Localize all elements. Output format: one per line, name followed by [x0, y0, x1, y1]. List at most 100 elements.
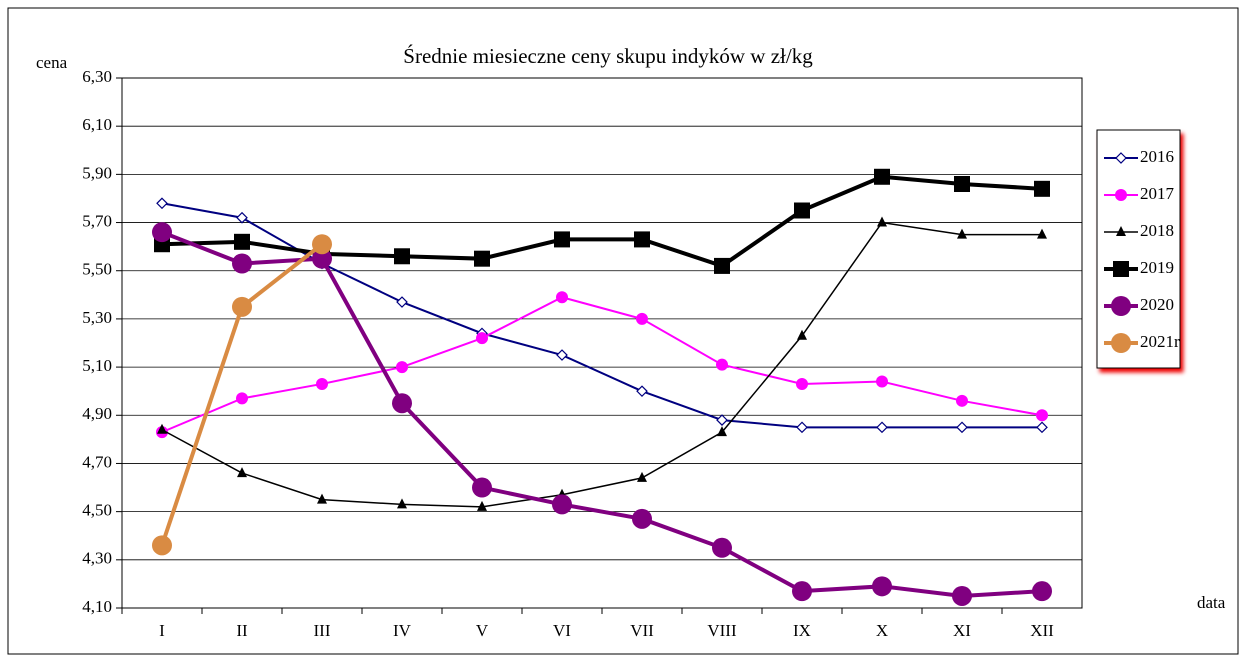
marker	[552, 494, 572, 515]
marker	[954, 176, 970, 192]
marker	[796, 421, 808, 434]
marker	[1036, 409, 1048, 422]
marker	[792, 581, 812, 602]
marker	[396, 296, 408, 308]
marker	[637, 471, 647, 482]
marker	[317, 493, 327, 504]
x-tick-label: IV	[393, 621, 412, 640]
marker	[397, 498, 407, 509]
y-tick-label: 4,10	[82, 597, 112, 616]
marker	[716, 358, 728, 371]
marker	[396, 361, 408, 374]
marker	[956, 394, 968, 407]
marker	[157, 423, 167, 434]
marker	[636, 385, 648, 398]
marker	[476, 332, 488, 345]
legend-label: 2017	[1140, 184, 1175, 203]
marker	[554, 231, 570, 248]
marker	[632, 508, 652, 529]
marker	[234, 233, 250, 250]
marker	[1032, 581, 1052, 602]
series-line	[161, 230, 1043, 598]
marker	[1115, 152, 1127, 164]
marker	[392, 393, 412, 414]
marker	[796, 377, 808, 390]
x-tick-label: XI	[953, 621, 971, 640]
marker	[957, 228, 967, 239]
marker	[152, 222, 172, 243]
series-line	[161, 221, 1042, 508]
y-tick-label: 5,90	[82, 163, 112, 182]
marker	[634, 231, 650, 248]
y-tick-label: 5,30	[82, 308, 112, 327]
series-line	[161, 174, 1043, 269]
x-axis-label: data	[1197, 593, 1226, 612]
marker	[394, 248, 410, 265]
x-tick-label: V	[476, 621, 489, 640]
marker	[714, 257, 730, 274]
x-tick-label: III	[314, 621, 331, 640]
marker	[1037, 228, 1047, 239]
x-tick-label: IX	[793, 621, 811, 640]
marker	[477, 500, 487, 511]
chart-frame	[7, 7, 1239, 655]
marker	[956, 421, 968, 434]
marker	[232, 253, 252, 274]
series-line	[161, 296, 1043, 434]
marker	[312, 248, 332, 269]
series-line	[161, 202, 1042, 429]
marker	[1116, 226, 1126, 236]
marker	[876, 421, 888, 434]
marker	[236, 211, 248, 224]
x-tick-label: I	[159, 621, 165, 640]
marker	[794, 202, 810, 219]
x-tick-label: VI	[553, 621, 571, 640]
marker	[556, 349, 568, 361]
marker	[797, 329, 807, 340]
marker	[1036, 421, 1048, 434]
marker	[236, 392, 248, 405]
y-axis-label: cena	[36, 53, 68, 72]
y-tick-label: 4,50	[82, 501, 112, 520]
marker	[876, 375, 888, 388]
marker	[717, 426, 727, 437]
legend-label: 2021r	[1140, 332, 1180, 351]
y-tick-label: 6,10	[82, 115, 112, 134]
marker	[152, 535, 172, 556]
y-tick-label: 5,10	[82, 356, 112, 375]
marker	[474, 250, 490, 267]
legend-label: 2016	[1140, 147, 1174, 166]
marker	[636, 312, 648, 325]
marker	[874, 168, 890, 185]
marker	[952, 585, 972, 606]
y-tick-label: 6,30	[82, 67, 112, 86]
legend-label: 2018	[1140, 221, 1174, 240]
x-tick-label: XII	[1030, 621, 1054, 640]
marker	[1111, 296, 1131, 316]
marker	[712, 537, 732, 558]
marker	[872, 576, 892, 597]
x-tick-label: X	[876, 621, 888, 640]
y-tick-label: 4,30	[82, 549, 112, 568]
x-tick-label: VIII	[707, 621, 737, 640]
marker	[1113, 261, 1129, 277]
legend-box	[1096, 129, 1181, 369]
chart-title: Średnie miesieczne ceny skupu indyków w …	[403, 44, 813, 68]
marker	[1115, 189, 1127, 201]
legend-label: 2020	[1140, 295, 1174, 314]
marker	[316, 377, 328, 390]
marker	[156, 197, 168, 210]
y-tick-label: 4,90	[82, 404, 112, 423]
legend-label: 2019	[1140, 258, 1174, 277]
y-tick-label: 4,70	[82, 452, 112, 471]
marker	[472, 477, 492, 498]
x-tick-label: II	[236, 621, 248, 640]
y-tick-label: 5,50	[82, 260, 112, 279]
marker	[1111, 333, 1131, 353]
plot-area	[121, 77, 1083, 609]
marker	[716, 414, 728, 426]
marker	[1034, 180, 1050, 197]
marker	[237, 467, 247, 478]
x-tick-label: VII	[630, 621, 654, 640]
